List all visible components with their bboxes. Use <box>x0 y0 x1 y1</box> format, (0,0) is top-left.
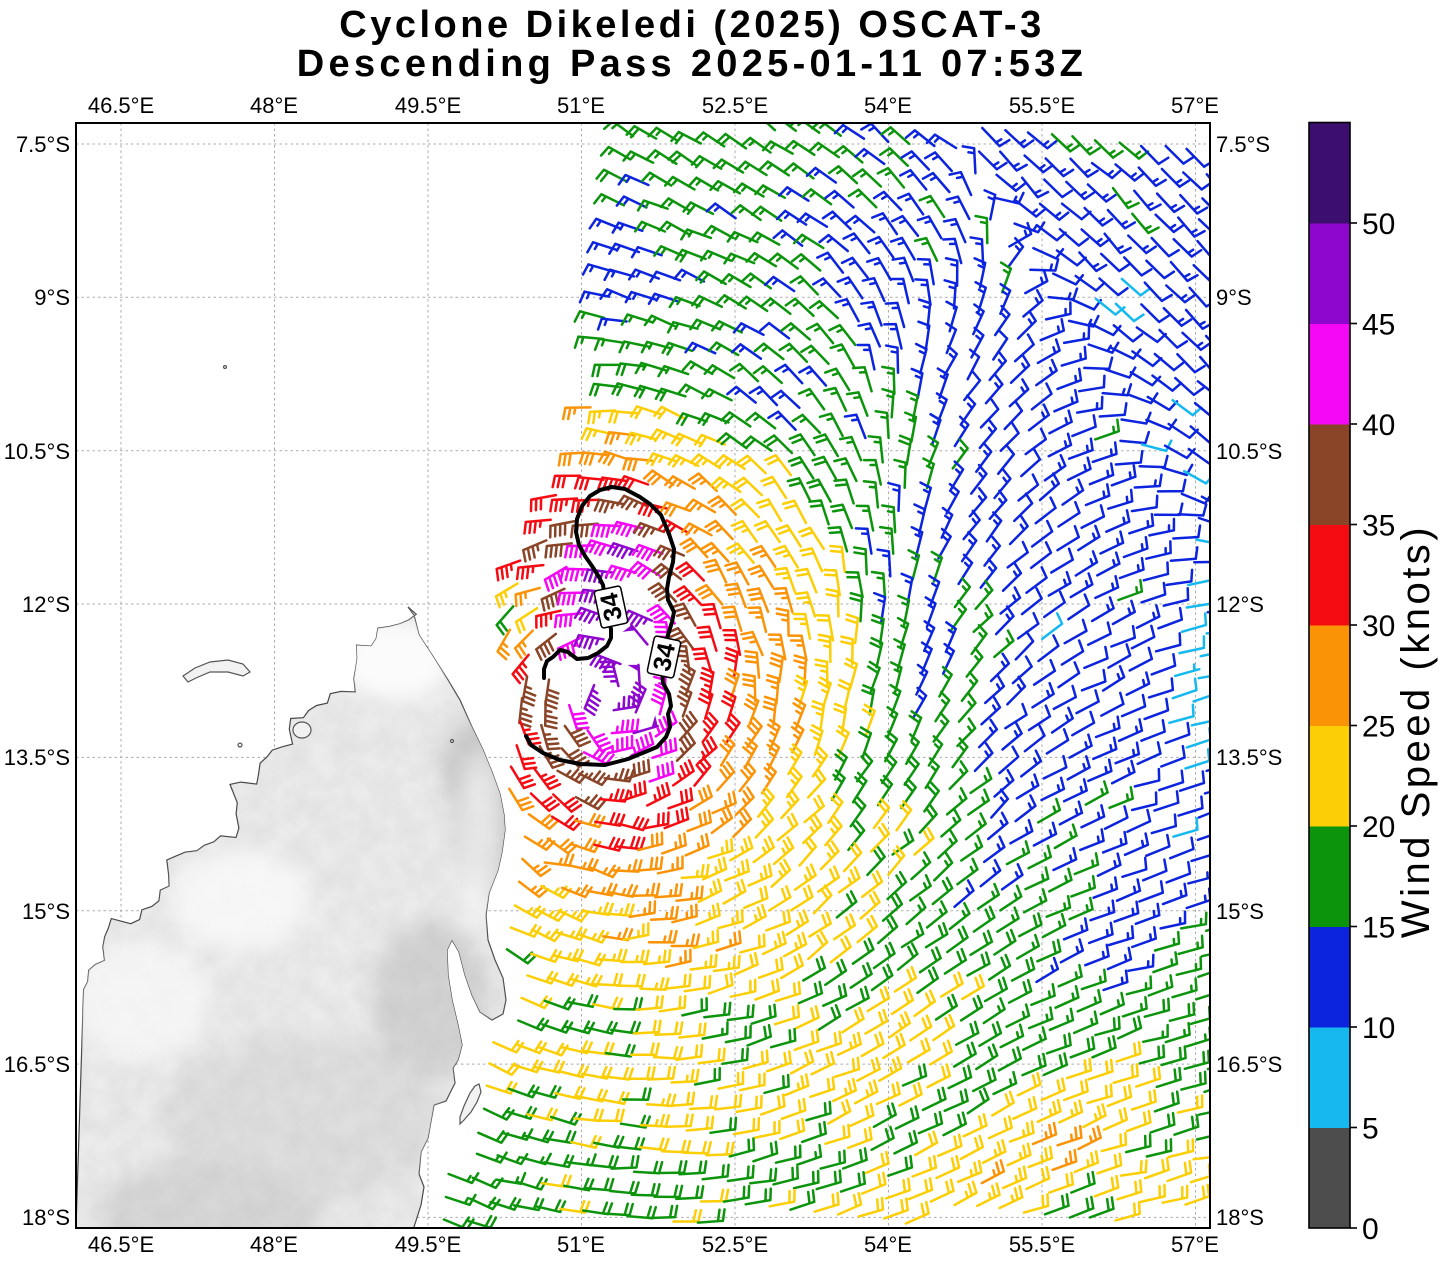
svg-text:7.5°S: 7.5°S <box>16 132 70 157</box>
svg-text:13.5°S: 13.5°S <box>1216 745 1282 770</box>
svg-text:54°E: 54°E <box>864 1232 912 1257</box>
svg-text:16.5°S: 16.5°S <box>1216 1052 1282 1077</box>
svg-text:15°S: 15°S <box>1216 899 1264 924</box>
svg-text:10.5°S: 10.5°S <box>1216 439 1282 464</box>
svg-text:52.5°E: 52.5°E <box>702 1232 768 1257</box>
svg-text:46.5°E: 46.5°E <box>88 1232 154 1257</box>
svg-text:12°S: 12°S <box>1216 592 1264 617</box>
svg-text:30: 30 <box>1362 610 1395 643</box>
svg-text:45: 45 <box>1362 309 1395 342</box>
svg-text:40: 40 <box>1362 409 1395 442</box>
svg-text:54°E: 54°E <box>864 93 912 118</box>
svg-text:49.5°E: 49.5°E <box>395 93 461 118</box>
svg-text:7.5°S: 7.5°S <box>1216 132 1270 157</box>
svg-text:51°E: 51°E <box>557 93 605 118</box>
svg-text:50: 50 <box>1362 208 1395 241</box>
svg-text:0: 0 <box>1362 1213 1379 1246</box>
svg-text:57°E: 57°E <box>1171 1232 1219 1257</box>
svg-text:34: 34 <box>595 590 628 623</box>
svg-text:20: 20 <box>1362 811 1395 844</box>
svg-text:34: 34 <box>648 641 681 674</box>
svg-text:18°S: 18°S <box>22 1205 70 1230</box>
svg-text:57°E: 57°E <box>1171 93 1219 118</box>
svg-text:Cyclone Dikeledi (2025) OSCAT-: Cyclone Dikeledi (2025) OSCAT-3 <box>339 4 1044 46</box>
svg-text:10: 10 <box>1362 1012 1395 1045</box>
svg-text:49.5°E: 49.5°E <box>395 1232 461 1257</box>
svg-text:15°S: 15°S <box>22 899 70 924</box>
svg-text:46.5°E: 46.5°E <box>88 93 154 118</box>
svg-text:48°E: 48°E <box>250 93 298 118</box>
svg-text:55.5°E: 55.5°E <box>1009 93 1075 118</box>
svg-text:51°E: 51°E <box>557 1232 605 1257</box>
svg-text:Descending Pass 2025-01-11 07:: Descending Pass 2025-01-11 07:53Z <box>297 43 1087 85</box>
svg-text:9°S: 9°S <box>34 285 70 310</box>
svg-text:9°S: 9°S <box>1216 285 1252 310</box>
svg-text:55.5°E: 55.5°E <box>1009 1232 1075 1257</box>
svg-text:18°S: 18°S <box>1216 1205 1264 1230</box>
svg-text:35: 35 <box>1362 510 1395 543</box>
svg-text:13.5°S: 13.5°S <box>4 745 70 770</box>
svg-text:48°E: 48°E <box>250 1232 298 1257</box>
svg-text:25: 25 <box>1362 711 1395 744</box>
svg-text:5: 5 <box>1362 1113 1379 1146</box>
svg-text:15: 15 <box>1362 912 1395 945</box>
svg-text:52.5°E: 52.5°E <box>702 93 768 118</box>
svg-text:16.5°S: 16.5°S <box>4 1052 70 1077</box>
svg-text:10.5°S: 10.5°S <box>4 439 70 464</box>
svg-text:12°S: 12°S <box>22 592 70 617</box>
svg-text:Wind Speed (knots): Wind Speed (knots) <box>1394 524 1438 938</box>
